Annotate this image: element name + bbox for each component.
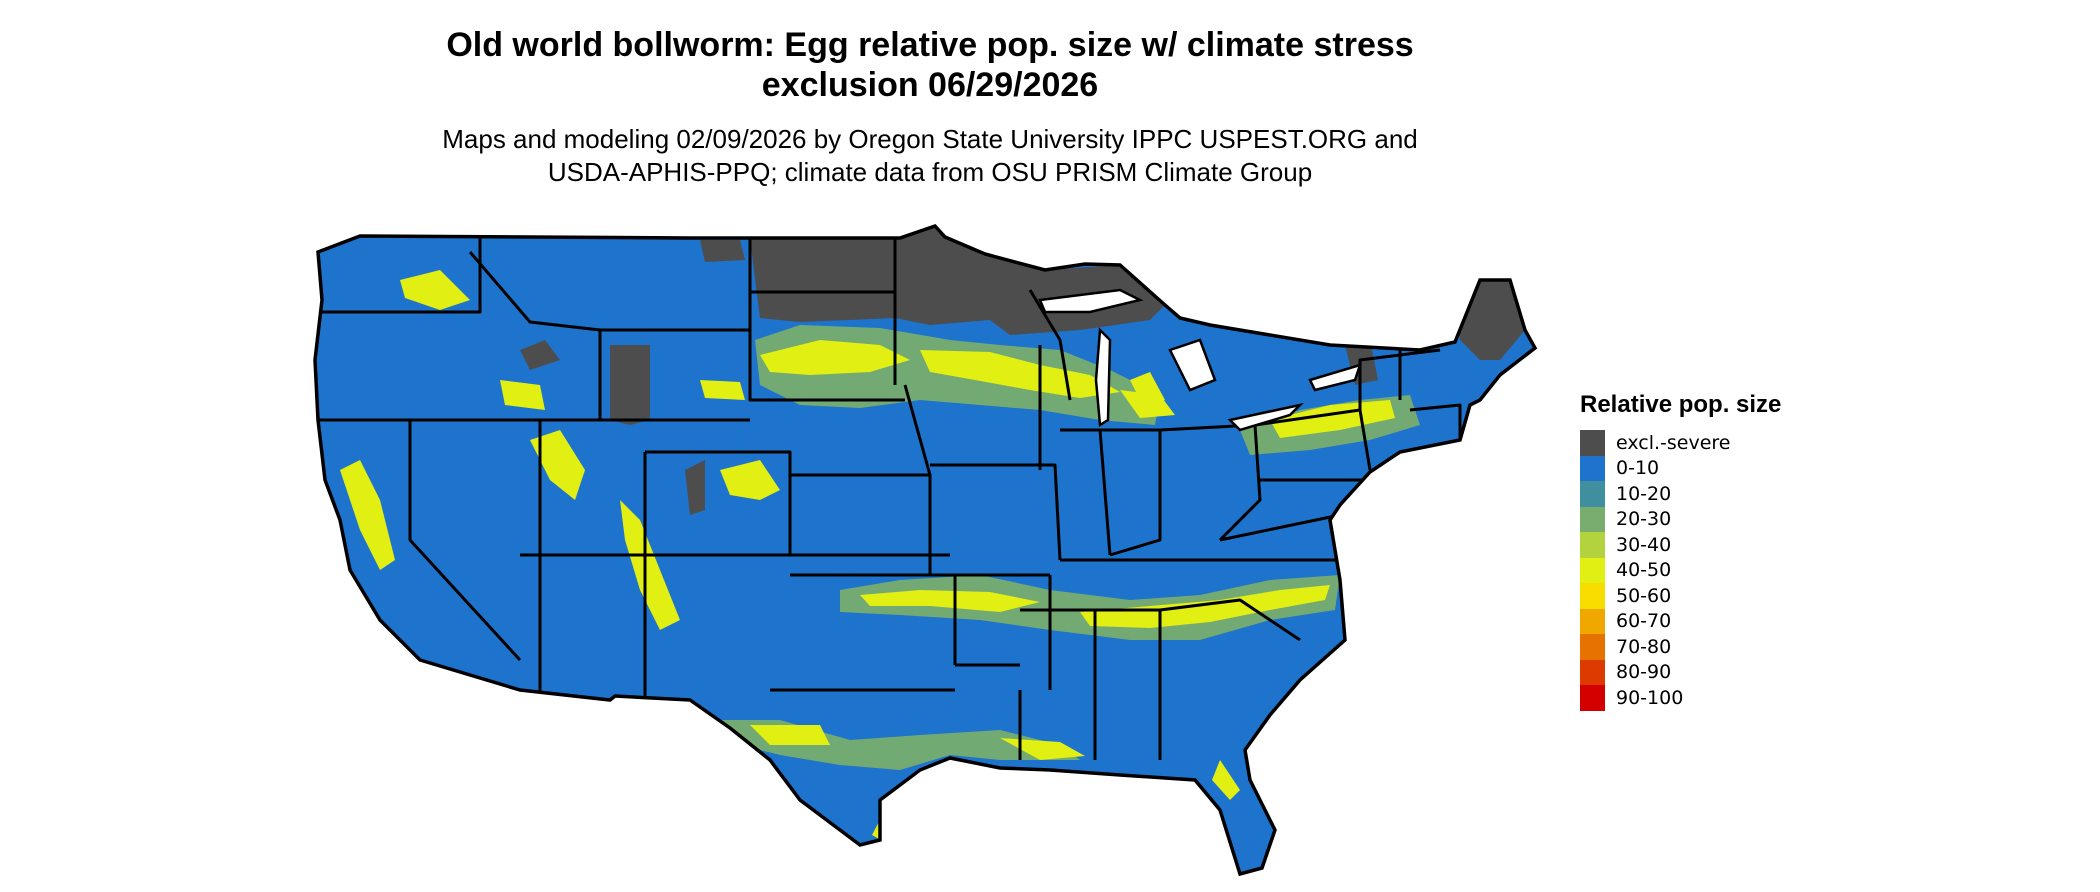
legend-swatch [1580, 506, 1605, 532]
great-lakes [1038, 288, 1362, 432]
legend-item: 20-30 [1580, 506, 1781, 532]
legend-label: 80-90 [1616, 661, 1672, 684]
legend-label: 40-50 [1616, 559, 1672, 582]
legend-label: 10-20 [1616, 482, 1672, 505]
map-subtitle-line-2: USDA-APHIS-PPQ; climate data from OSU PR… [547, 157, 1313, 187]
legend-swatch [1580, 455, 1605, 481]
legend-item: 90-100 [1580, 685, 1781, 711]
legend-item: 10-20 [1580, 481, 1781, 507]
legend-title: Relative pop. size [1580, 391, 1782, 418]
map-subtitle-line-1: Maps and modeling 02/09/2026 by Oregon S… [442, 124, 1418, 154]
legend-item: 70-80 [1580, 634, 1781, 660]
map-title-line-1: Old world bollworm: Egg relative pop. si… [446, 26, 1414, 64]
legend: Relative pop. size excl.-severe 0-10 10-… [1580, 390, 1781, 711]
legend-swatch [1580, 557, 1605, 583]
legend-swatch [1580, 659, 1605, 685]
legend-label: 90-100 [1616, 686, 1684, 709]
legend-label: 0-10 [1616, 457, 1660, 480]
legend-swatch [1580, 685, 1605, 711]
legend-label: excl.-severe [1616, 431, 1731, 454]
legend-item: 30-40 [1580, 532, 1781, 558]
legend-swatch [1580, 430, 1605, 456]
legend-swatch [1580, 481, 1605, 507]
legend-items: excl.-severe 0-10 10-20 20-30 30-40 40-5… [1580, 430, 1781, 711]
legend-swatch [1580, 634, 1605, 660]
legend-item: 50-60 [1580, 583, 1781, 609]
us-map [313, 224, 1537, 876]
legend-item: 60-70 [1580, 608, 1781, 634]
legend-label: 60-70 [1616, 610, 1672, 633]
state-borders [318, 238, 1462, 760]
legend-item: 0-10 [1580, 455, 1781, 481]
legend-item: 80-90 [1580, 659, 1781, 685]
legend-item: 40-50 [1580, 557, 1781, 583]
legend-label: 70-80 [1616, 635, 1672, 658]
legend-swatch [1580, 583, 1605, 609]
legend-swatch [1580, 608, 1605, 634]
legend-item: excl.-severe [1580, 430, 1781, 456]
legend-swatch [1580, 532, 1605, 558]
map-title-line-2: exclusion 06/29/2026 [761, 66, 1099, 104]
legend-label: 30-40 [1616, 533, 1672, 556]
legend-label: 20-30 [1616, 508, 1672, 531]
legend-label: 50-60 [1616, 584, 1672, 607]
